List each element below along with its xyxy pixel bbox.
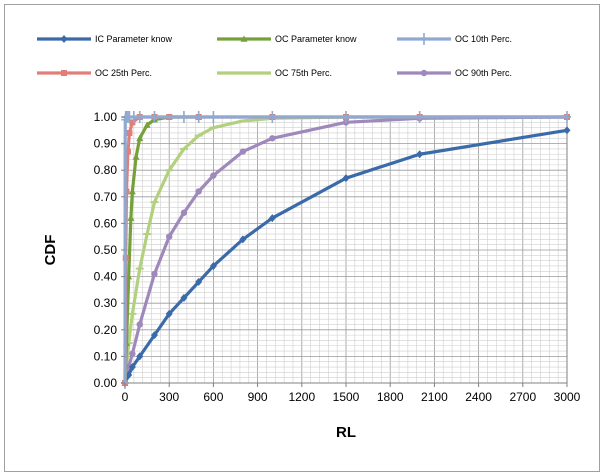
data-point (180, 209, 188, 216)
x-tick-label: 1500 (333, 390, 360, 404)
data-point (128, 363, 136, 372)
data-point (61, 70, 67, 76)
data-point (563, 111, 571, 123)
data-point (127, 214, 135, 221)
data-point (209, 111, 218, 123)
data-point (135, 111, 144, 123)
data-point (195, 277, 203, 286)
legend-label: OC 90th Perc. (455, 68, 512, 78)
x-axis-title: RL (336, 424, 356, 441)
y-axis-title: CDF (42, 235, 59, 266)
legend-item: OC Parameter know (217, 34, 357, 44)
x-tick-label: 2100 (421, 390, 448, 404)
data-point (136, 352, 144, 361)
data-point (166, 233, 173, 240)
y-tick-label: 0.10 (94, 349, 118, 363)
data-point (342, 174, 350, 183)
x-tick-label: 2400 (465, 390, 492, 404)
series-oc-10th-perc- (121, 111, 571, 389)
y-tick-label: 0.90 (94, 137, 118, 151)
data-point (129, 119, 136, 126)
data-point (143, 121, 151, 128)
data-point (342, 111, 350, 123)
series-oc-90th-perc- (121, 113, 571, 387)
data-point (415, 111, 424, 123)
data-point (269, 135, 276, 142)
data-point (126, 129, 133, 136)
x-tick-label: 0 (122, 390, 129, 404)
y-tick-label: 0.00 (94, 376, 118, 390)
y-tick-label: 0.60 (94, 216, 118, 230)
legend-item: OC 10th Perc. (397, 33, 512, 45)
legend-item: OC 90th Perc. (397, 68, 512, 78)
data-point (420, 33, 428, 45)
data-point (150, 331, 158, 340)
x-tick-label: 1200 (288, 390, 315, 404)
data-point (132, 153, 140, 160)
legend-label: OC 10th Perc. (455, 34, 512, 44)
x-tick-label: 1800 (377, 390, 404, 404)
data-point (240, 35, 248, 42)
legend-label: OC Parameter know (275, 34, 357, 44)
x-tick-label: 300 (159, 390, 179, 404)
data-point (563, 126, 571, 135)
x-tick-label: 2700 (509, 390, 536, 404)
data-point (268, 111, 277, 123)
tick-labels: 0 300 600 900 1200 1500 1800 2100 2400 2700 3000 0.… (94, 110, 581, 404)
data-point (150, 111, 159, 123)
y-tick-label: 1.00 (94, 110, 118, 124)
series-line (123, 115, 568, 384)
legend-item: IC Parameter know (37, 34, 173, 44)
data-point (210, 172, 217, 179)
y-tick-label: 0.80 (94, 163, 118, 177)
y-tick-label: 0.30 (94, 296, 118, 310)
data-point (165, 309, 173, 318)
data-point (151, 270, 158, 278)
data-point (136, 134, 144, 142)
legend-item: OC 25th Perc. (37, 68, 152, 78)
data-point (209, 261, 217, 270)
legend-label: OC 75th Perc. (275, 68, 332, 78)
data-point (239, 148, 247, 155)
data-point (416, 150, 424, 159)
data-point (194, 111, 203, 123)
series-layer (121, 111, 571, 389)
x-tick-label: 600 (203, 390, 223, 404)
data-point (136, 321, 143, 328)
data-point (239, 235, 247, 244)
x-tick-label: 900 (248, 390, 268, 404)
legend: IC Parameter know OC Parameter know OC 10t… (37, 33, 512, 78)
x-tick-label: 3000 (554, 390, 581, 404)
data-point (128, 187, 136, 195)
data-point (129, 350, 136, 357)
data-point (420, 69, 428, 77)
y-tick-label: 0.20 (94, 323, 118, 337)
data-point (195, 188, 202, 195)
data-point (60, 35, 68, 43)
data-point (124, 148, 131, 155)
y-tick-label: 0.70 (94, 190, 118, 204)
y-tick-label: 0.40 (94, 270, 118, 284)
chart-frame: IC Parameter know OC Parameter know OC 10t… (4, 4, 600, 472)
legend-label: OC 25th Perc. (95, 68, 152, 78)
data-point (180, 293, 188, 302)
legend-label: IC Parameter know (95, 34, 173, 44)
y-tick-label: 0.50 (94, 243, 118, 257)
series-ic-parameter-know (121, 126, 571, 387)
legend-item: OC 75th Perc. (217, 68, 332, 78)
cdf-line-chart: IC Parameter know OC Parameter know OC 10t… (37, 33, 581, 441)
data-point (268, 214, 276, 223)
data-point (179, 111, 188, 123)
